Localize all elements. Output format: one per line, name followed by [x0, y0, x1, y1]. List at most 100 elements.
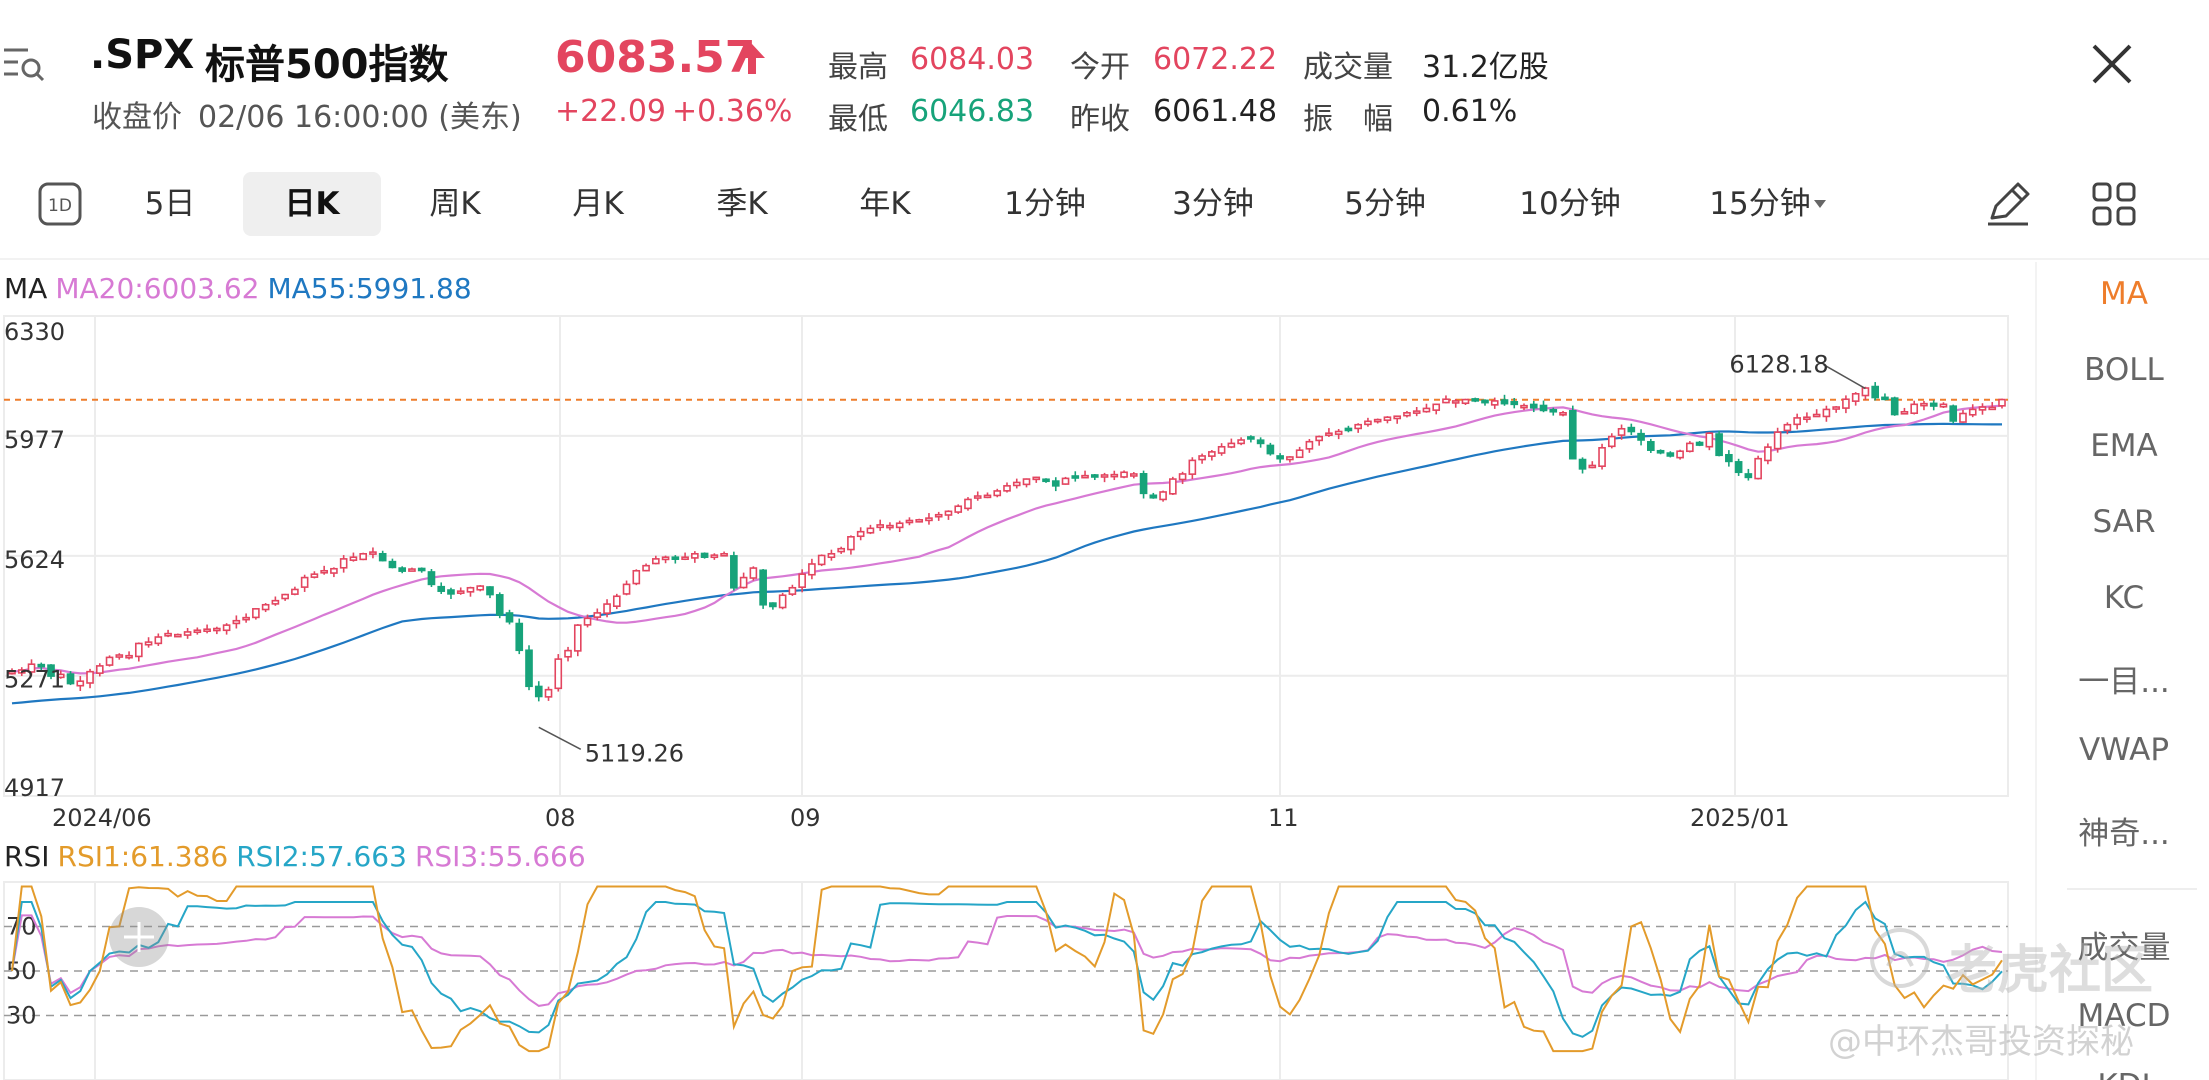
- stat-label-high: 最高: [828, 50, 888, 85]
- tab-weekly-k[interactable]: 周K: [429, 186, 481, 222]
- list-search-icon[interactable]: [2, 42, 46, 86]
- candle-up: [222, 624, 231, 632]
- candle-down: [1695, 441, 1704, 446]
- candle-up: [915, 519, 924, 523]
- candle-down: [437, 585, 446, 592]
- indicator-ema[interactable]: EMA: [2090, 428, 2158, 464]
- intraday-1d-icon[interactable]: 1D: [38, 182, 82, 226]
- rsi1-line: [11, 885, 2003, 1053]
- tab-daily-k[interactable]: 日K: [243, 172, 381, 236]
- indicator-kdj[interactable]: KDJ: [2037, 1068, 2209, 1080]
- candle-up: [1393, 415, 1402, 420]
- tab-15-minute[interactable]: 15分钟: [1709, 186, 1811, 222]
- candle-down: [769, 602, 777, 608]
- period-tabs: 1D 5日 日K 周K 月K 季K 年K 1分钟 3分钟 5分钟 10分钟 15…: [0, 172, 2209, 242]
- candle-up: [583, 617, 592, 626]
- indicator-kc[interactable]: KC: [2103, 580, 2145, 616]
- x-tick-label: 2025/01: [1690, 804, 1790, 832]
- indicator-boll[interactable]: BOLL: [2084, 352, 2164, 388]
- tab-1-minute[interactable]: 1分钟: [1004, 186, 1086, 222]
- candle-down: [1051, 480, 1060, 487]
- candle-down: [1666, 452, 1675, 457]
- candle-up: [1559, 412, 1567, 416]
- candle-up: [973, 495, 982, 499]
- candle-up: [1012, 481, 1021, 487]
- indicator-vwap[interactable]: VWAP: [2078, 732, 2170, 768]
- candle-down: [66, 673, 75, 685]
- candle-up: [95, 665, 104, 674]
- tab-5-minute[interactable]: 5分钟: [1344, 186, 1426, 222]
- tab-yearly-k[interactable]: 年K: [859, 186, 911, 222]
- candle-down: [447, 589, 455, 595]
- indicator-magic[interactable]: 神奇...: [2078, 816, 2170, 852]
- candle-up: [1032, 476, 1041, 481]
- header-divider: [0, 258, 2209, 260]
- rsi-legend: RSI RSI1:61.386 RSI2:57.663 RSI3:55.666: [4, 840, 594, 873]
- candle-up: [905, 519, 914, 524]
- dropdown-caret-icon[interactable]: [1812, 198, 1828, 210]
- candle-down: [1549, 408, 1558, 413]
- tab-quarterly-k[interactable]: 季K: [716, 186, 768, 222]
- candle-up: [1607, 435, 1616, 448]
- candle-up: [895, 522, 904, 529]
- candle-down: [1042, 478, 1050, 483]
- candle-up: [720, 552, 728, 557]
- close-icon[interactable]: [2088, 40, 2136, 88]
- candle-down: [1871, 385, 1880, 399]
- candle-up: [817, 554, 826, 566]
- candle-down: [1266, 444, 1275, 455]
- candle-up: [1861, 387, 1870, 397]
- tab-monthly-k[interactable]: 月K: [572, 186, 624, 222]
- candle-up: [1920, 402, 1928, 407]
- indicator-panel: MA BOLL EMA SAR KC 一目... VWAP 神奇... 成交量 …: [2035, 262, 2209, 1080]
- candle-up: [1110, 473, 1119, 478]
- candle-up: [876, 524, 885, 529]
- rsi2-value: RSI2:57.663: [236, 840, 407, 873]
- tab-10-minute[interactable]: 10分钟: [1519, 186, 1621, 222]
- candle-up: [17, 669, 26, 674]
- stat-value-open: 6072.22: [1153, 42, 1278, 77]
- rsi3-value: RSI3:55.666: [414, 840, 586, 873]
- candle-up: [827, 552, 836, 559]
- indicator-sar[interactable]: SAR: [2092, 504, 2156, 540]
- indicator-ma[interactable]: MA: [2100, 276, 2148, 312]
- close-price-label: 收盘价: [92, 100, 182, 135]
- candle-up: [798, 573, 806, 588]
- grid-layout-icon[interactable]: [2088, 178, 2140, 230]
- stat-value-amplitude: 0.61%: [1422, 94, 1518, 129]
- candle-up: [1676, 450, 1684, 459]
- last-price: 6083.57: [555, 32, 756, 83]
- candle-up: [115, 654, 124, 658]
- x-tick-label: 11: [1268, 804, 1299, 832]
- indicator-volume[interactable]: 成交量: [2077, 930, 2171, 966]
- candle-up: [603, 603, 611, 614]
- candle-up: [661, 556, 670, 561]
- candle-down: [700, 552, 709, 558]
- candle-up: [1237, 439, 1245, 445]
- candle-up: [1286, 456, 1294, 461]
- candle-down: [1646, 441, 1655, 451]
- candle-down: [378, 552, 387, 562]
- candle-up: [778, 594, 787, 609]
- candle-up: [320, 569, 328, 574]
- price-change-percent: +0.36%: [672, 94, 793, 129]
- candle-up: [1812, 413, 1821, 418]
- candle-up: [359, 552, 368, 561]
- candle-up: [1851, 392, 1860, 402]
- y-tick-label: 5271: [4, 666, 65, 694]
- crosshair-button-icon[interactable]: [108, 906, 170, 968]
- candle-down: [730, 555, 738, 589]
- tab-3-minute[interactable]: 3分钟: [1172, 186, 1254, 222]
- draw-pen-icon[interactable]: [1982, 178, 2034, 230]
- indicator-ichimoku[interactable]: 一目...: [2078, 664, 2170, 700]
- candle-up: [691, 552, 699, 559]
- candle-up: [1978, 406, 1987, 411]
- candle-down: [534, 685, 543, 698]
- candle-down: [1949, 405, 1958, 422]
- candle-down: [37, 663, 46, 668]
- candle-up: [242, 616, 250, 621]
- tab-5-day[interactable]: 5日: [144, 186, 196, 222]
- indicator-macd[interactable]: MACD: [2077, 998, 2171, 1034]
- y-tick-label: 4917: [4, 774, 65, 802]
